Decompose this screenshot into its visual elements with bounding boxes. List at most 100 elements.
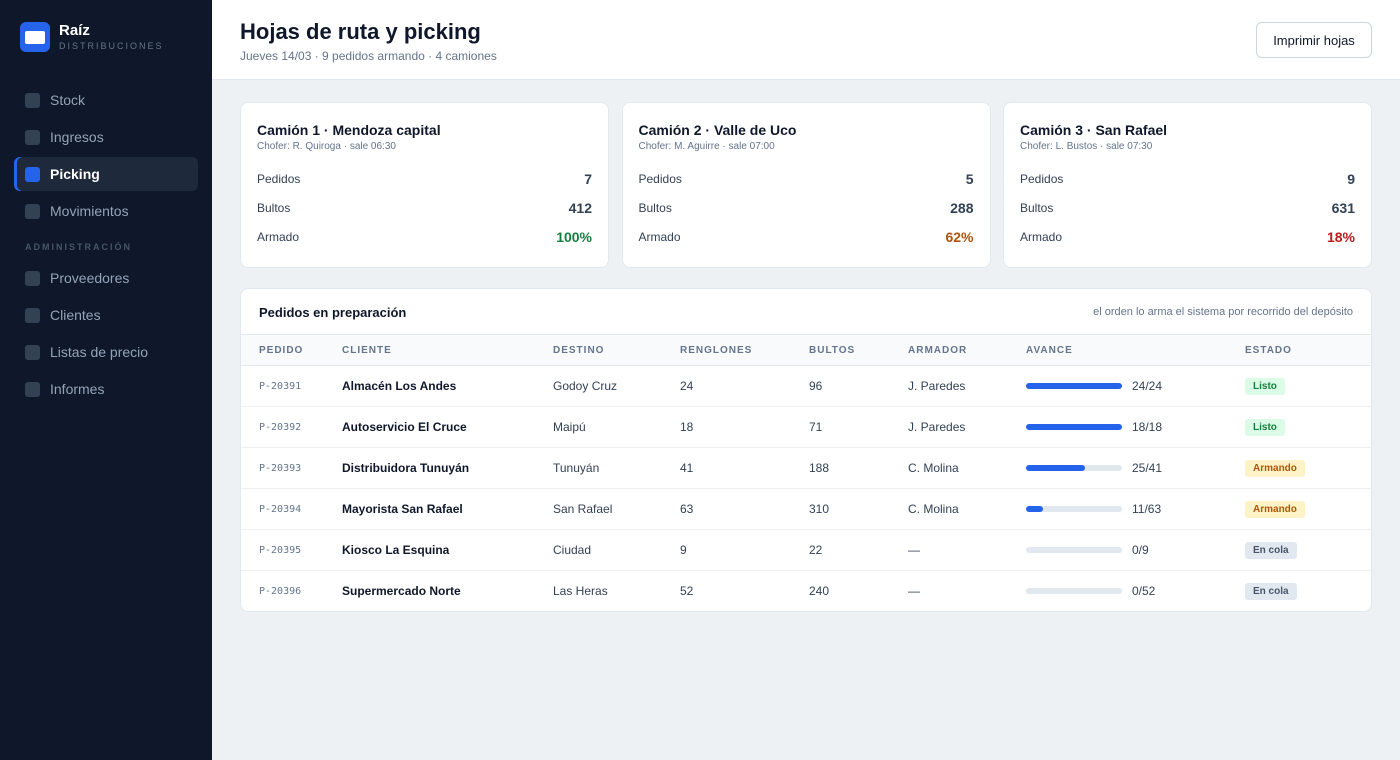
sidebar-item-label: Ingresos (50, 129, 104, 145)
stat-armado: Armado 18% (1020, 227, 1355, 247)
stat-label: Bultos (257, 201, 291, 215)
order-renglones: 24 (680, 379, 694, 393)
sidebar-item-proveedores[interactable]: Proveedores (14, 261, 198, 295)
stat-bultos: Bultos 288 (639, 198, 974, 218)
stat-armado: Armado 62% (639, 227, 974, 247)
progress-text: 0/52 (1132, 584, 1156, 599)
sidebar-item-listas-de-precio[interactable]: Listas de precio (14, 335, 198, 369)
truck-driver: Chofer: L. Bustos · sale 07:30 (1020, 141, 1153, 152)
listas-de-precio-icon (25, 344, 40, 360)
stat-label: Pedidos (257, 172, 301, 186)
order-status: Armando (1245, 448, 1371, 489)
stat-value: 9 (1347, 171, 1355, 187)
sidebar-item-label: Informes (50, 381, 105, 397)
order-client[interactable]: Almacén Los Andes (342, 379, 457, 393)
clientes-icon (25, 307, 40, 323)
col-header-pedido[interactable]: PEDIDO (259, 344, 304, 356)
brand-name: Raíz (59, 22, 90, 39)
order-armador: J. Paredes (908, 420, 966, 434)
order-id[interactable]: P-20392 (259, 421, 302, 433)
order-bultos: 96 (809, 379, 823, 393)
proveedores-icon (25, 270, 40, 286)
sidebar-item-clientes[interactable]: Clientes (14, 298, 198, 332)
order-renglones: 63 (680, 502, 694, 516)
stat-label: Armado (1020, 230, 1063, 244)
stat-armado: Armado 100% (257, 227, 592, 247)
sidebar-item-picking[interactable]: Picking (14, 157, 198, 191)
order-status: En cola (1245, 530, 1371, 571)
order-client[interactable]: Mayorista San Rafael (342, 502, 463, 516)
col-header-estado[interactable]: ESTADO (1245, 344, 1292, 356)
sidebar-item-label: Picking (50, 166, 100, 182)
col-header-cliente[interactable]: CLIENTE (342, 344, 392, 356)
order-client[interactable]: Supermercado Norte (342, 584, 461, 599)
col-header-bultos[interactable]: BULTOS (809, 344, 856, 356)
sidebar-item-label: Stock (50, 92, 86, 108)
sidebar-section-admin: ADMINISTRACIÓN (25, 242, 132, 252)
table-row[interactable]: P-20395 Kiosco La Esquina Ciudad 9 22 — 0/9 En … (241, 530, 1371, 571)
sidebar-item-label: Proveedores (50, 270, 130, 286)
col-header-avance[interactable]: AVANCE (1026, 344, 1073, 356)
order-client[interactable]: Kiosco La Esquina (342, 543, 450, 557)
stat-label: Bultos (1020, 201, 1054, 215)
table-row[interactable]: P-20391 Almacén Los Andes Godoy Cruz 24 96 J.… (241, 366, 1371, 407)
picking-icon (25, 166, 40, 182)
sidebar-item-ingresos[interactable]: Ingresos (14, 120, 198, 154)
stat-value: 631 (1331, 200, 1355, 216)
progress-text: 24/24 (1132, 379, 1163, 393)
col-header-renglones[interactable]: RENGLONES (680, 344, 753, 356)
brand[interactable]: Raíz DISTRIBUCIONES (20, 22, 164, 52)
order-id[interactable]: P-20391 (259, 380, 302, 392)
stat-label: Pedidos (638, 172, 682, 186)
order-id[interactable]: P-20394 (259, 503, 302, 515)
stat-pedidos: Pedidos 9 (1020, 169, 1355, 189)
ingresos-icon (25, 129, 40, 145)
status-badge: Armando (1245, 459, 1305, 477)
order-destination: Las Heras (553, 584, 608, 599)
sidebar-item-label: Movimientos (50, 203, 129, 219)
order-progress: 25/41 (1026, 448, 1245, 489)
col-header-armador[interactable]: ARMADOR (908, 344, 968, 356)
progress-text: 25/41 (1132, 461, 1163, 475)
sidebar-item-label: Listas de precio (50, 344, 149, 360)
order-bultos: 71 (809, 420, 823, 434)
progress-bar-fill (1026, 383, 1122, 389)
print-button[interactable]: Imprimir hojas (1256, 22, 1372, 58)
progress-bar (1026, 588, 1122, 595)
order-destination: Ciudad (553, 543, 592, 557)
order-destination: Tunuyán (553, 461, 600, 475)
order-bultos: 188 (809, 461, 830, 475)
col-header-destino[interactable]: DESTINO (553, 344, 605, 356)
order-progress: 18/18 (1026, 407, 1245, 448)
order-id[interactable]: P-20393 (259, 462, 302, 474)
table-row[interactable]: P-20396 Supermercado Norte Las Heras 52 240 —… (241, 571, 1371, 612)
order-id[interactable]: P-20395 (259, 544, 302, 556)
progress-bar (1026, 465, 1122, 471)
stat-label: Bultos (638, 201, 672, 215)
table-row[interactable]: P-20394 Mayorista San Rafael San Rafael 63 3… (241, 489, 1371, 530)
truck-title: Camión 2 · Valle de Uco (638, 122, 797, 138)
order-client[interactable]: Distribuidora Tunuyán (342, 461, 470, 475)
table-row[interactable]: P-20393 Distribuidora Tunuyán Tunuyán 41 188… (241, 448, 1371, 489)
sidebar-item-movimientos[interactable]: Movimientos (14, 194, 198, 228)
sidebar-nav: Stock Ingresos Picking Movimientos ADMIN… (14, 83, 198, 409)
movimientos-icon (25, 203, 40, 219)
stat-pedidos: Pedidos 7 (257, 169, 592, 189)
table-row[interactable]: P-20392 Autoservicio El Cruce Maipú 18 71 J. … (241, 407, 1371, 448)
truck-card-1: Camión 1 · Mendoza capital Chofer: R. Qu… (240, 102, 609, 268)
order-progress: 11/63 (1026, 489, 1245, 530)
sidebar-item-stock[interactable]: Stock (14, 83, 198, 117)
page-title: Hojas de ruta y picking (240, 19, 481, 44)
orders-title: Pedidos en preparación (259, 305, 407, 320)
order-id[interactable]: P-20396 (259, 585, 302, 597)
progress-text: 18/18 (1132, 420, 1163, 434)
truck-driver: Chofer: M. Aguirre · sale 07:00 (638, 141, 775, 152)
page-subtitle: Jueves 14/03 · 9 pedidos armando · 4 cam… (240, 49, 497, 63)
status-badge: Listo (1245, 377, 1285, 395)
order-client[interactable]: Autoservicio El Cruce (342, 420, 467, 434)
progress-bar (1026, 424, 1122, 430)
brand-subtitle: DISTRIBUCIONES (59, 41, 164, 51)
sidebar-item-informes[interactable]: Informes (14, 372, 198, 406)
order-status: En cola (1245, 571, 1371, 612)
truck-card-3: Camión 3 · San Rafael Chofer: L. Bustos … (1003, 102, 1372, 268)
